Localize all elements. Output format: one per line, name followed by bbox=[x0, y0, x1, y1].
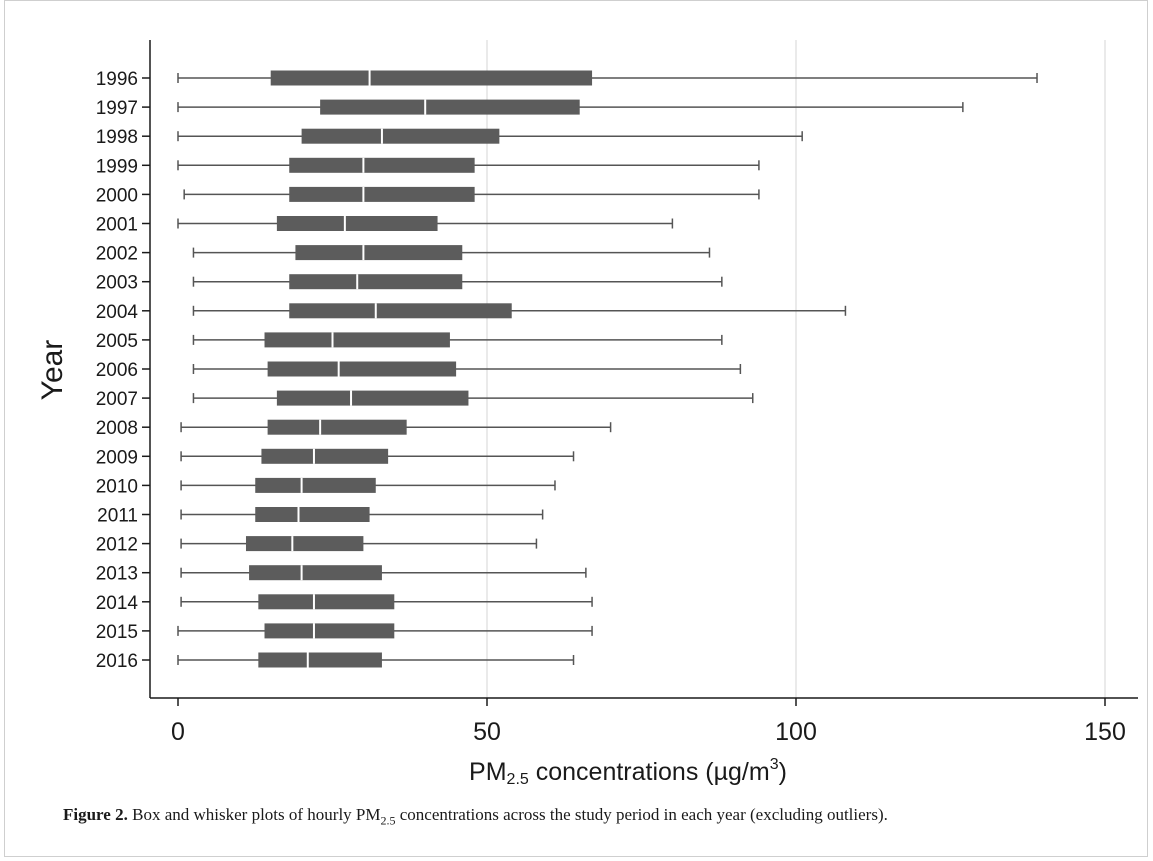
y-tick-label-2002: 2002 bbox=[96, 244, 138, 265]
boxplot-chart: 1996 1997 1998 1999 2000 2001 2002 2003 2004 2005… bbox=[36, 40, 1138, 788]
box-2006 bbox=[192, 361, 742, 377]
iqr-box-2014 bbox=[258, 594, 395, 610]
y-tick-labels: 1996 1997 1998 1999 2000 2001 2002 2003 2004 2005… bbox=[96, 69, 150, 672]
iqr-box-2004 bbox=[289, 303, 512, 319]
box-2001 bbox=[177, 216, 674, 231]
x-ticks: 0 50 100 150 bbox=[171, 698, 1126, 746]
iqr-box-1997 bbox=[320, 99, 580, 115]
x-axis-label: PM2.5 concentrations (µg/m3) bbox=[469, 756, 787, 788]
caption-text-sub: 2.5 bbox=[380, 813, 396, 828]
box-1998 bbox=[177, 128, 803, 144]
caption-text-after: concentrations across the study period i… bbox=[395, 805, 888, 824]
iqr-box-2002 bbox=[295, 245, 463, 261]
x-axis-label-sub: 2.5 bbox=[507, 771, 529, 788]
caption-text-before: Box and whisker plots of hourly PM bbox=[127, 805, 381, 824]
y-tick-label-2006: 2006 bbox=[96, 360, 138, 381]
iqr-box-2005 bbox=[264, 332, 450, 348]
iqr-box-2009 bbox=[261, 448, 389, 464]
box-1999 bbox=[177, 157, 760, 173]
box-2004 bbox=[192, 303, 847, 319]
box-2008 bbox=[180, 419, 612, 435]
box-2014 bbox=[180, 594, 593, 610]
y-tick-label-1998: 1998 bbox=[96, 127, 138, 148]
x-tick-label-50: 50 bbox=[473, 718, 501, 746]
box-1996 bbox=[177, 70, 1038, 86]
y-tick-label-2011: 2011 bbox=[97, 506, 138, 527]
y-tick-label-2005: 2005 bbox=[96, 331, 138, 352]
iqr-box-2006 bbox=[267, 361, 457, 377]
box-2005 bbox=[192, 332, 723, 348]
box-2013 bbox=[180, 565, 587, 581]
box-2002 bbox=[192, 245, 711, 261]
y-tick-label-2015: 2015 bbox=[96, 622, 138, 643]
iqr-box-2011 bbox=[255, 507, 370, 522]
iqr-box-2012 bbox=[245, 536, 364, 552]
y-axis-label: Year bbox=[36, 340, 69, 401]
y-tick-label-2016: 2016 bbox=[96, 651, 138, 672]
box-2016 bbox=[177, 652, 575, 668]
y-tick-label-2012: 2012 bbox=[96, 535, 138, 556]
figure-caption: Figure 2. Box and whisker plots of hourl… bbox=[63, 805, 888, 828]
iqr-box-1999 bbox=[289, 157, 475, 173]
box-2012 bbox=[180, 536, 538, 552]
box-2011 bbox=[180, 507, 544, 522]
box-2010 bbox=[180, 477, 556, 493]
box-2003 bbox=[192, 274, 723, 290]
iqr-box-1998 bbox=[301, 128, 500, 144]
box-2015 bbox=[177, 623, 593, 639]
iqr-box-2000 bbox=[289, 186, 475, 202]
caption-label: Figure 2. bbox=[63, 805, 128, 824]
box-2007 bbox=[192, 390, 754, 406]
iqr-box-2003 bbox=[289, 274, 463, 290]
x-axis-label-end: ) bbox=[779, 758, 787, 786]
x-tick-label-0: 0 bbox=[171, 718, 185, 746]
x-axis-label-rest: concentrations (µg/m bbox=[529, 758, 770, 786]
y-tick-label-2001: 2001 bbox=[96, 215, 138, 236]
iqr-box-2007 bbox=[276, 390, 469, 406]
box-2000 bbox=[183, 186, 760, 202]
y-tick-label-2000: 2000 bbox=[96, 185, 138, 206]
y-tick-label-2009: 2009 bbox=[96, 447, 138, 468]
box-series bbox=[177, 70, 1038, 668]
y-tick-label-2014: 2014 bbox=[96, 593, 139, 614]
y-tick-label-2004: 2004 bbox=[96, 302, 139, 323]
y-tick-label-2008: 2008 bbox=[96, 418, 138, 439]
x-axis-label-sup: 3 bbox=[770, 756, 779, 773]
iqr-box-2015 bbox=[264, 623, 395, 639]
iqr-box-2008 bbox=[267, 419, 407, 435]
iqr-box-2016 bbox=[258, 652, 382, 668]
y-tick-label-2010: 2010 bbox=[96, 476, 138, 497]
y-tick-label-1996: 1996 bbox=[96, 69, 138, 90]
y-tick-label-2013: 2013 bbox=[96, 564, 138, 585]
y-tick-label-2007: 2007 bbox=[96, 389, 138, 410]
box-1997 bbox=[177, 99, 964, 115]
iqr-box-1996 bbox=[270, 70, 593, 86]
box-2009 bbox=[180, 448, 575, 464]
iqr-box-2010 bbox=[255, 477, 376, 493]
x-axis-label-main: PM bbox=[469, 758, 507, 786]
y-tick-label-1999: 1999 bbox=[96, 156, 138, 177]
y-tick-label-1997: 1997 bbox=[96, 98, 138, 119]
x-tick-label-150: 150 bbox=[1084, 718, 1126, 746]
iqr-box-2001 bbox=[276, 216, 438, 231]
figure-frame bbox=[4, 0, 1148, 857]
y-tick-label-2003: 2003 bbox=[96, 273, 138, 294]
x-tick-label-100: 100 bbox=[775, 718, 817, 746]
iqr-box-2013 bbox=[249, 565, 382, 581]
